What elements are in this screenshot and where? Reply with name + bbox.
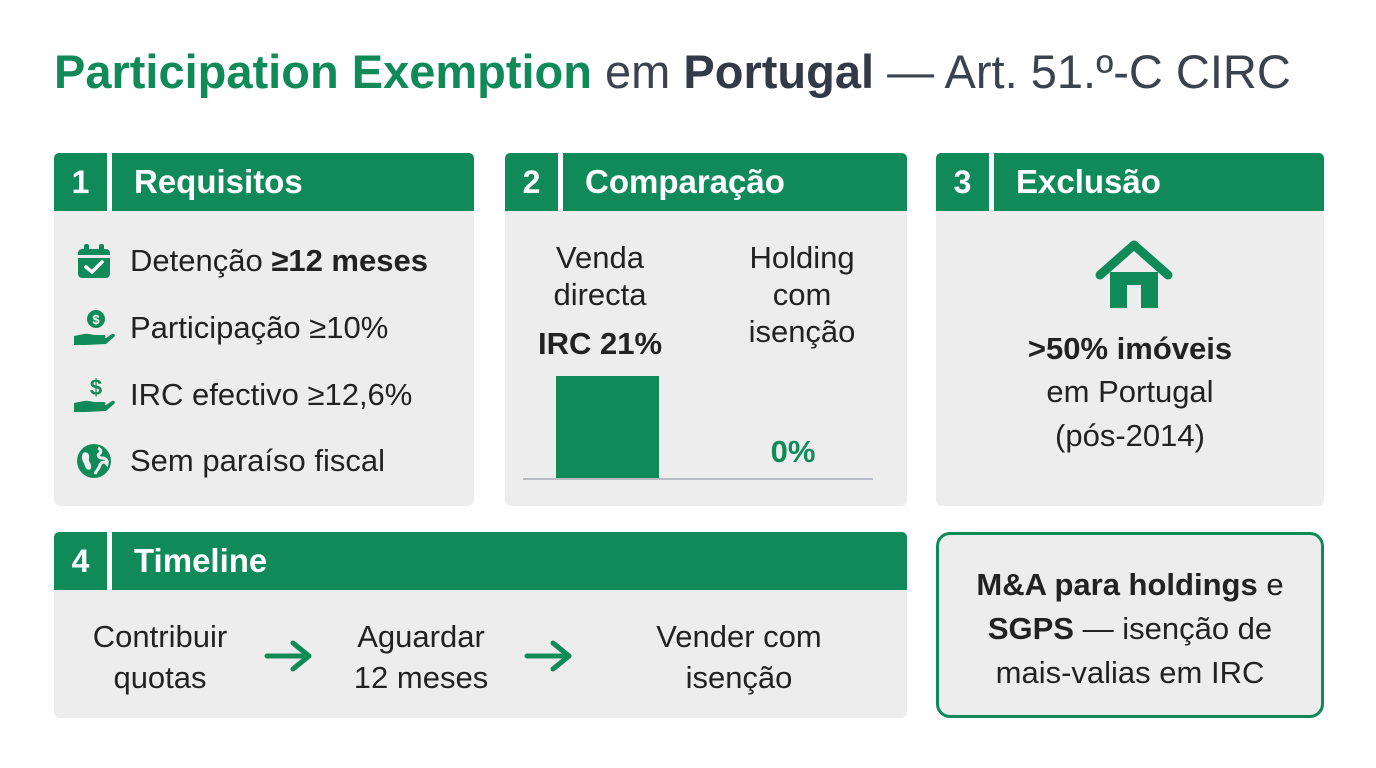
calendar-check-icon — [72, 241, 116, 281]
title-part-2: em — [591, 45, 684, 98]
house-icon — [1094, 239, 1174, 311]
card-comparacao: 2 Comparação Venda directa IRC 21% Holdi… — [505, 153, 907, 506]
card-number: 4 — [54, 532, 112, 590]
bar-holding-value: 0% — [770, 434, 816, 469]
card-header: 1 Requisitos — [54, 153, 474, 211]
title-part-3: Portugal — [683, 45, 875, 98]
requirement-item: Sem paraíso fiscal — [72, 441, 385, 481]
hand-dollar-icon: $ — [72, 375, 116, 415]
chart-baseline — [523, 478, 873, 480]
comparison-label-venda: Venda directa — [553, 240, 647, 312]
arrow-right-icon — [263, 636, 315, 676]
card-number: 2 — [505, 153, 563, 211]
hand-money-icon: $ — [72, 308, 116, 348]
arrow-right-icon — [523, 636, 575, 676]
card-header: 2 Comparação — [505, 153, 907, 211]
globe-icon — [72, 441, 116, 481]
requirement-text: Detenção ≥12 meses — [130, 243, 428, 278]
timeline-step: Aguardar 12 meses — [353, 619, 489, 695]
title-part-4: — Art. 51.º-C CIRC — [874, 45, 1291, 98]
card-header: 3 Exclusão — [936, 153, 1324, 211]
exclusion-line-3: (pós-2014) — [1055, 418, 1205, 453]
timeline-step: Vender com isenção — [656, 619, 822, 695]
comparison-label-holding: Holding com isenção — [748, 240, 856, 349]
requirement-text: Participação ≥10% — [130, 310, 389, 345]
note-text: M&A para holdings e SGPS — isenção de ma… — [976, 567, 1284, 690]
requirement-item: $ Participação ≥10% — [72, 308, 388, 348]
exclusion-line-1: >50% imóveis — [1027, 331, 1233, 366]
bar-venda-directa — [556, 376, 659, 478]
title-part-1: Participation Exemption — [54, 45, 592, 98]
card-title: Exclusão — [1016, 163, 1161, 200]
card-number: 1 — [54, 153, 112, 211]
svg-text:$: $ — [90, 375, 102, 400]
card-number: 3 — [936, 153, 994, 211]
requirement-item: $ IRC efectivo ≥12,6% — [72, 375, 412, 415]
card-timeline: 4 Timeline Contribuir quotas Aguardar 12… — [54, 532, 907, 718]
exclusion-line-2: em Portugal — [1046, 374, 1214, 409]
card-title: Timeline — [134, 542, 268, 579]
page-title: Participation Exemption em Portugal — Ar… — [54, 40, 1344, 104]
note-card: M&A para holdings e SGPS — isenção de ma… — [936, 532, 1324, 718]
card-header: 4 Timeline — [54, 532, 907, 590]
requirement-text: IRC efectivo ≥12,6% — [130, 377, 413, 412]
comparison-value-venda: IRC 21% — [537, 326, 663, 361]
card-title: Requisitos — [134, 163, 303, 200]
card-exclusao: 3 Exclusão >50% imóveis em Portugal (pós… — [936, 153, 1324, 506]
timeline-step: Contribuir quotas — [92, 619, 228, 695]
card-requisitos: 1 Requisitos Detenção ≥12 meses $ Partic… — [54, 153, 474, 506]
requirement-text: Sem paraíso fiscal — [130, 443, 385, 478]
svg-text:$: $ — [92, 312, 100, 327]
requirement-item: Detenção ≥12 meses — [72, 241, 428, 281]
card-title: Comparação — [585, 163, 785, 200]
